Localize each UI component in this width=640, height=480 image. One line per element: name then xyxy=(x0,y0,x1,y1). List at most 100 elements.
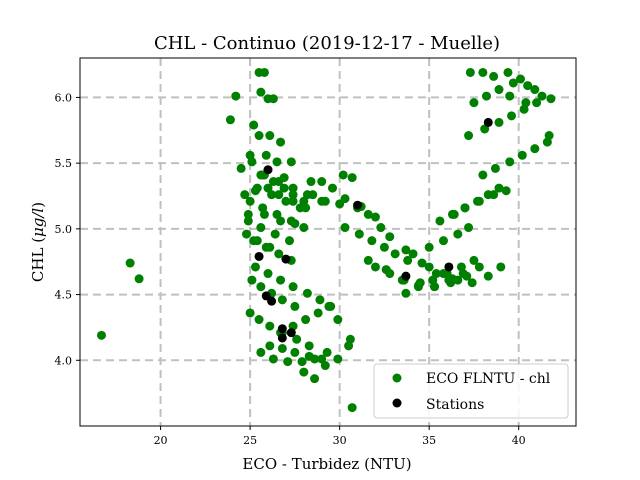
data-point-continuous xyxy=(310,374,320,384)
data-point-station xyxy=(444,262,454,272)
data-point-continuous xyxy=(408,249,418,259)
data-point-continuous xyxy=(460,203,470,213)
data-point-continuous xyxy=(261,150,271,160)
data-point-continuous xyxy=(286,216,296,226)
data-point-continuous xyxy=(363,255,373,265)
data-point-continuous xyxy=(517,150,527,160)
data-point-continuous xyxy=(270,229,280,239)
data-point-continuous xyxy=(474,262,484,272)
data-point-continuous xyxy=(424,242,434,252)
data-point-continuous xyxy=(489,190,499,200)
data-point-continuous xyxy=(288,190,298,200)
data-point-continuous xyxy=(390,249,400,259)
data-point-continuous xyxy=(243,216,253,226)
data-point-continuous xyxy=(347,403,357,413)
y-tick-label: 4.0 xyxy=(55,354,73,367)
data-point-continuous xyxy=(290,347,300,357)
data-point-continuous xyxy=(249,120,259,130)
data-point-continuous xyxy=(438,236,448,246)
data-point-continuous xyxy=(277,343,287,353)
data-point-continuous xyxy=(379,242,389,252)
data-point-continuous xyxy=(478,67,488,77)
x-tick-label: 30 xyxy=(333,434,347,447)
data-point-continuous xyxy=(295,203,305,213)
data-point-continuous xyxy=(265,242,275,252)
legend: ECO FLNTU - chl Stations xyxy=(373,363,569,419)
data-point-continuous xyxy=(501,186,511,196)
data-point-continuous xyxy=(483,271,493,281)
data-point-continuous xyxy=(288,196,298,206)
data-point-continuous xyxy=(263,269,273,279)
data-point-continuous xyxy=(417,258,427,268)
data-point-continuous xyxy=(292,334,302,344)
data-point-station xyxy=(401,271,411,281)
data-point-continuous xyxy=(381,265,391,275)
data-point-continuous xyxy=(447,209,457,219)
series-continuous xyxy=(96,67,556,413)
data-point-continuous xyxy=(367,236,377,246)
data-point-continuous xyxy=(245,308,255,318)
legend-marker-stations xyxy=(392,398,402,408)
data-point-continuous xyxy=(240,190,250,200)
data-point-continuous xyxy=(277,295,287,305)
data-point-continuous xyxy=(462,271,472,281)
series-stations xyxy=(254,117,493,343)
data-point-continuous xyxy=(532,98,542,108)
y-tick-label: 5.0 xyxy=(55,223,73,236)
data-point-continuous xyxy=(125,258,135,268)
plot-frame xyxy=(79,57,577,427)
data-point-continuous xyxy=(243,209,253,219)
data-point-continuous xyxy=(464,131,474,141)
data-point-continuous xyxy=(530,85,540,95)
data-point-continuous xyxy=(481,91,491,101)
data-point-continuous xyxy=(340,223,350,233)
data-point-continuous xyxy=(446,278,456,288)
data-point-continuous xyxy=(247,275,257,285)
data-point-continuous xyxy=(370,262,380,272)
data-point-continuous xyxy=(258,203,268,213)
data-point-continuous xyxy=(347,173,357,183)
data-point-continuous xyxy=(489,71,499,81)
data-point-continuous xyxy=(265,341,275,351)
data-point-continuous xyxy=(259,67,269,77)
data-point-continuous xyxy=(276,137,286,147)
data-point-continuous xyxy=(354,229,364,239)
data-point-continuous xyxy=(403,255,413,265)
data-point-continuous xyxy=(508,78,518,88)
data-point-continuous xyxy=(268,354,278,364)
data-point-continuous xyxy=(370,212,380,222)
data-point-continuous xyxy=(333,315,343,325)
data-point-station xyxy=(353,200,363,210)
data-point-station xyxy=(277,333,287,343)
legend-label-continuous: ECO FLNTU - chl xyxy=(426,371,551,387)
data-point-continuous xyxy=(523,81,533,91)
data-point-continuous xyxy=(544,131,554,141)
data-point-continuous xyxy=(279,183,289,193)
data-point-continuous xyxy=(385,232,395,242)
data-point-continuous xyxy=(242,229,252,239)
data-point-continuous xyxy=(317,354,327,364)
data-point-continuous xyxy=(430,282,440,292)
y-tick-label: 5.5 xyxy=(55,157,73,170)
data-point-continuous xyxy=(315,295,325,305)
data-point-continuous xyxy=(474,196,484,206)
x-tick-label: 20 xyxy=(154,434,168,447)
y-tick-label: 4.5 xyxy=(55,289,73,302)
x-tick-label: 25 xyxy=(243,434,257,447)
data-point-continuous xyxy=(297,357,307,367)
data-point-continuous xyxy=(285,236,295,246)
data-point-continuous xyxy=(313,308,323,318)
data-point-continuous xyxy=(96,330,106,340)
data-point-continuous xyxy=(490,163,500,173)
data-point-continuous xyxy=(286,157,296,167)
data-point-continuous xyxy=(530,144,540,154)
data-point-continuous xyxy=(245,196,255,206)
data-point-continuous xyxy=(480,124,490,134)
data-point-continuous xyxy=(505,157,515,167)
chart-title: CHL - Continuo (2019-12-17 - Muelle) xyxy=(154,33,500,54)
data-point-continuous xyxy=(281,196,291,206)
data-point-continuous xyxy=(247,157,257,167)
data-point-continuous xyxy=(256,87,266,97)
data-point-continuous xyxy=(363,209,373,219)
data-point-continuous xyxy=(345,334,355,344)
